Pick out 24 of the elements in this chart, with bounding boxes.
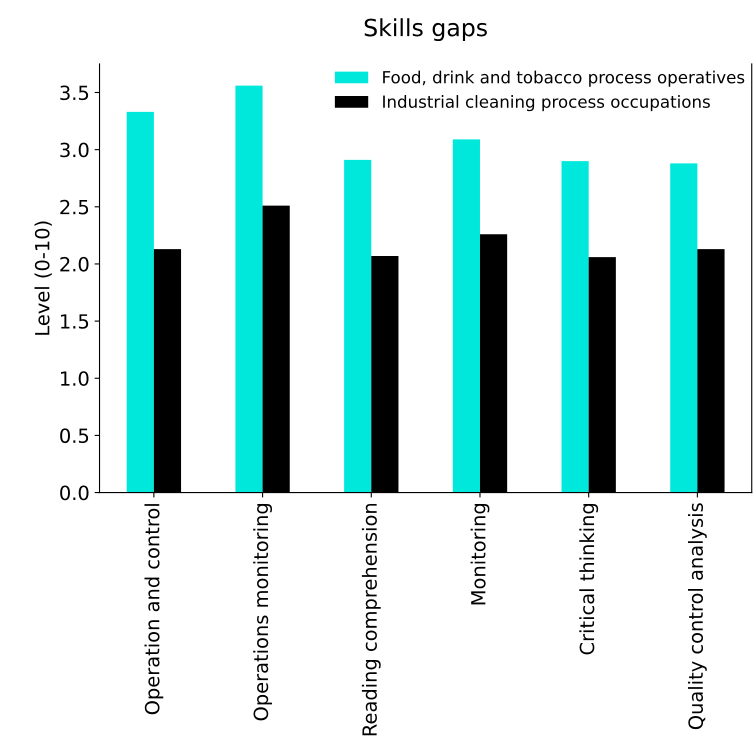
y-tick-label: 3.5	[60, 85, 88, 100]
y-axis-title: Level (0-10)	[34, 222, 52, 335]
x-tick-label: Monitoring	[470, 504, 490, 604]
y-tick-label: 1.0	[61, 371, 89, 386]
y-tick-label: 3.0	[60, 142, 89, 158]
x-tick-label: Quality control analysis	[688, 503, 707, 730]
y-tick-label: 0.0	[60, 486, 89, 500]
x-tick-label: Reading comprehension	[362, 504, 381, 736]
bar	[452, 139, 480, 493]
y-tick-label: 2.5	[60, 200, 88, 214]
bar	[126, 112, 154, 493]
bar	[235, 86, 263, 493]
y-tick-label: 0.5	[60, 428, 88, 444]
y-tick-label: 2.0	[60, 256, 89, 272]
x-tick-label: Operation and control	[144, 504, 164, 714]
bar	[670, 163, 698, 493]
x-tick-label: Operations monitoring	[253, 504, 272, 720]
chart-title: Skills gaps	[364, 18, 487, 42]
x-tick-label: Critical thinking	[579, 504, 598, 654]
legend-label: Industrial cleaning process occupations	[383, 95, 710, 112]
bar	[562, 161, 589, 493]
legend-label: Food, drink and tobacco process operatives	[383, 70, 744, 87]
bar	[344, 160, 372, 493]
y-tick-label: 1.5	[61, 314, 88, 329]
